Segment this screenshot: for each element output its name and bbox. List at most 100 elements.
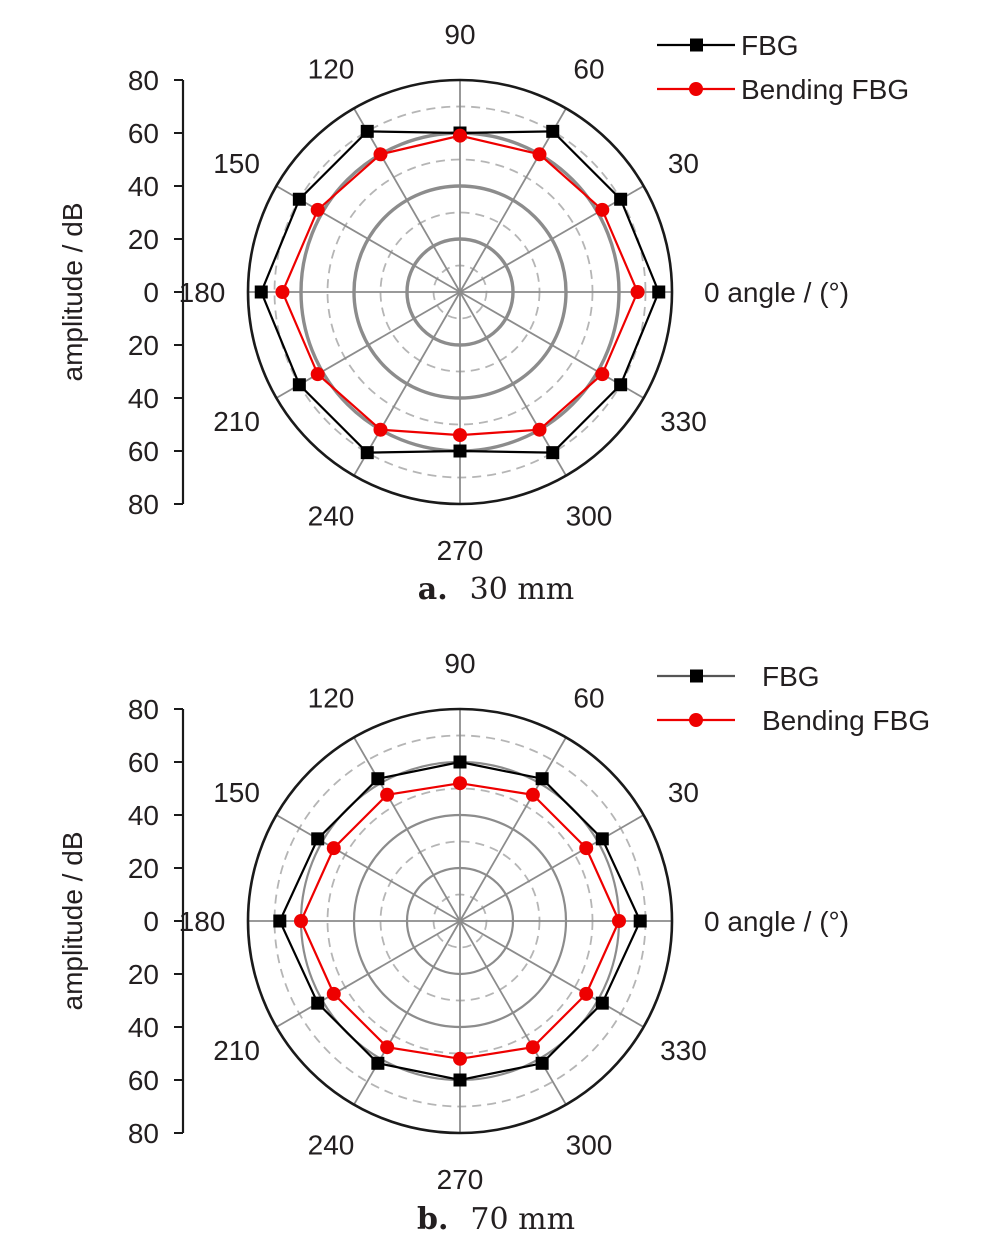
chart-panel-b: 0 angle / (°) 30 60 90 120 150 180 210 240 270 300… [0,630,992,1260]
data-point-bending-fbg [579,986,594,1001]
data-point-bending-fbg [275,285,290,299]
data-point-fbg [360,446,374,460]
angle-tick-label: 270 [437,1164,484,1195]
grid-spoke [275,814,461,922]
r-axis-label: amplitude / dB [57,832,88,1011]
angle-tick-label: 90 [444,19,475,50]
caption-text-a: 30 mm [469,572,575,607]
r-tick-label: 20 [128,330,159,361]
data-point-fbg [546,446,560,460]
data-point-bending-fbg [532,422,547,437]
data-point-bending-fbg [453,128,467,143]
data-point-fbg [535,1056,549,1070]
data-point-fbg [453,1073,467,1087]
outer-circle [246,78,674,506]
data-point-bending-fbg [326,986,341,1001]
data-point-fbg [371,1056,385,1070]
polar-chart-a: 0 angle / (°) 30 60 90 120 150 180 210 240 270 300… [57,19,909,566]
angle-tick-label: 240 [308,500,355,531]
data-point-fbg [595,832,609,846]
caption-text-b: 70 mm [470,1202,576,1237]
r-tick-label: 40 [128,800,159,831]
data-point-bending-fbg [453,776,467,791]
r-tick-label: 20 [128,224,159,255]
angle-tick-label: 150 [213,777,260,808]
grid-spoke [459,736,567,922]
grid-spoke [275,920,461,1028]
angle-tick-label: 180 [179,906,226,937]
grid-spoke [275,185,461,293]
data-point-fbg [453,755,467,769]
data-point-bending-fbg [525,787,540,802]
angle-tick-label: 330 [660,406,707,437]
grid-spoke [353,107,461,293]
r-tick-label: 60 [128,747,159,778]
panel-label-b: b. [416,1202,449,1237]
angle-tick-label: 300 [566,500,613,531]
caption-b: b. 70 mm [0,1202,992,1237]
data-point-fbg [652,285,666,299]
r-tick-label: 60 [128,1065,159,1096]
data-point-fbg [453,444,467,458]
r-tick-label: 60 [128,118,159,149]
data-point-bending-fbg [595,202,610,217]
grid-spoke [353,291,461,477]
grid-spoke [459,920,645,1028]
angle-tick-label: 210 [213,1035,260,1066]
chart-panel-a: 0 angle / (°) 30 60 90 120 150 180 210 240 270 300… [57,19,909,607]
legend-label: FBG [741,30,799,61]
angle-tick-label: 90 [444,648,475,679]
data-point-fbg [273,914,287,928]
angle-tick-label: 120 [308,54,355,85]
angle-tick-label: 30 [668,148,699,179]
angle-tick-label: 270 [437,535,484,566]
data-point-bending-fbg [525,1040,540,1055]
angle-tick-label: 60 [573,683,604,714]
data-point-bending-fbg [310,367,325,382]
data-point-bending-fbg [630,285,645,299]
r-tick-label: 80 [128,65,159,96]
r-tick-label: 80 [128,489,159,520]
angle-tick-label: 180 [179,277,226,308]
angle-tick-label: 240 [308,1129,355,1160]
data-point-bending-fbg [373,422,388,437]
data-point-fbg [633,914,647,928]
angle-tick-label: 0 angle / (°) [704,906,849,937]
legend-label: Bending FBG [741,74,909,105]
data-point-fbg [595,996,609,1010]
data-point-fbg [614,192,628,206]
grid-spoke [459,920,567,1106]
legend-marker-square [690,669,703,683]
grid-spoke [459,107,567,293]
data-point-fbg [371,772,385,786]
data-point-fbg [292,378,306,392]
data-point-bending-fbg [579,841,594,856]
data-point-bending-fbg [453,1051,467,1066]
outer-circle [246,707,674,1135]
polar-chart-b: 0 angle / (°) 30 60 90 120 150 180 210 240 270 300… [57,648,930,1195]
data-point-bending-fbg [294,914,308,928]
data-point-bending-fbg [326,841,341,856]
angle-tick-label: 150 [213,148,260,179]
data-point-bending-fbg [380,787,395,802]
angle-tick-label: 120 [308,683,355,714]
r-tick-label: 40 [128,1012,159,1043]
data-point-fbg [535,772,549,786]
angle-tick-label: 300 [566,1129,613,1160]
data-point-fbg [360,124,374,138]
r-tick-label: 60 [128,436,159,467]
r-tick-label: 80 [128,694,159,725]
data-point-bending-fbg [453,428,467,443]
legend-marker-circle [689,82,703,96]
r-tick-label: 40 [128,171,159,202]
r-tick-label: 40 [128,383,159,414]
r-tick-label: 0 [143,906,159,937]
data-point-fbg [546,124,560,138]
legend-marker-square [690,38,703,52]
legend-label: Bending FBG [762,705,930,736]
r-axis-label: amplitude / dB [57,203,88,382]
data-point-bending-fbg [595,367,610,382]
legend-marker-circle [689,713,703,727]
data-point-fbg [254,285,268,299]
grid-spoke [459,185,645,293]
